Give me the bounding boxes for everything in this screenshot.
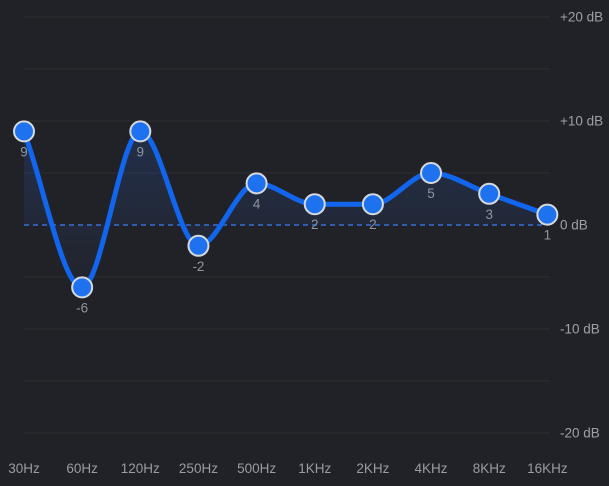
- eq-handle-250hz[interactable]: [187, 234, 210, 257]
- db-axis-labels: +20 dB +10 dB 0 dB -10 dB -20 dB: [560, 10, 603, 441]
- eq-value-60hz: -6: [76, 300, 88, 315]
- eq-value-2khz: 2: [369, 217, 377, 232]
- db-label-0: 0 dB: [560, 218, 588, 233]
- db-label--20: -20 dB: [560, 426, 600, 441]
- freq-label-60hz: 60Hz: [66, 461, 98, 476]
- curve-area-fill: [24, 131, 548, 288]
- eq-value-500hz: 4: [253, 196, 261, 211]
- frequency-axis-labels: 30Hz 60Hz 120Hz 250Hz 500Hz 1KHz 2KHz 4KHz 8KHz 1…: [8, 461, 568, 476]
- curve-area: [24, 131, 548, 288]
- eq-value-8khz: 3: [485, 207, 493, 222]
- point-value-labels: 9 -6 9 -2 4 2 2 5 3 1: [20, 144, 551, 315]
- eq-value-1khz: 2: [311, 217, 319, 232]
- eq-handle-8khz[interactable]: [478, 182, 501, 205]
- freq-label-1khz: 1KHz: [298, 461, 331, 476]
- eq-handle-2khz[interactable]: [361, 193, 384, 216]
- eq-handle-1khz[interactable]: [303, 193, 326, 216]
- freq-label-30hz: 30Hz: [8, 461, 40, 476]
- eq-handle-120hz[interactable]: [129, 120, 152, 143]
- eq-handle-4khz[interactable]: [420, 162, 443, 184]
- freq-label-500hz: 500Hz: [237, 461, 276, 476]
- db-label-20: +20 dB: [560, 10, 603, 25]
- eq-handle-16khz[interactable]: [536, 203, 559, 226]
- eq-handle-30hz[interactable]: [13, 120, 35, 143]
- freq-label-250hz: 250Hz: [179, 461, 218, 476]
- eq-value-250hz: -2: [192, 259, 204, 274]
- eq-value-30hz: 9: [20, 144, 28, 159]
- freq-label-2khz: 2KHz: [356, 461, 389, 476]
- eq-value-4khz: 5: [427, 186, 435, 201]
- gridlines: [24, 16, 550, 434]
- eq-handle-60hz[interactable]: [71, 276, 94, 299]
- freq-label-4khz: 4KHz: [415, 461, 448, 476]
- eq-handles-layer: [13, 120, 559, 299]
- freq-label-120hz: 120Hz: [121, 461, 160, 476]
- eq-handle-500hz[interactable]: [245, 172, 268, 195]
- db-label-10: +10 dB: [560, 114, 603, 129]
- eq-value-120hz: 9: [137, 144, 145, 159]
- freq-label-16khz: 16KHz: [527, 461, 568, 476]
- freq-label-8khz: 8KHz: [473, 461, 506, 476]
- db-label--10: -10 dB: [560, 322, 600, 337]
- eq-value-16khz: 1: [544, 228, 552, 243]
